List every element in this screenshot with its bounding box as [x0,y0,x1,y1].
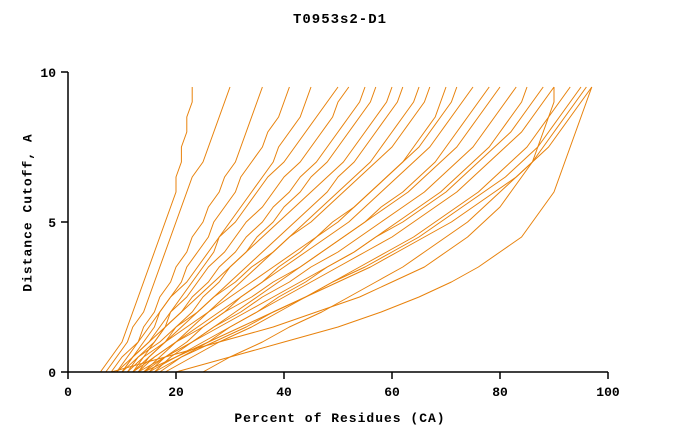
series-line-model-19 [143,86,517,373]
series-line-model-15 [127,86,458,373]
series-line-model-11 [132,86,404,373]
series-line-model-24 [154,86,582,373]
series-lines [99,86,593,373]
y-tick-label: 10 [40,66,56,81]
x-axis-label: Percent of Residues (CA) [234,411,446,426]
x-tick-label: 0 [64,385,72,400]
series-line-model-09 [137,86,377,373]
series-line-model-22 [148,86,555,373]
x-tick-label: 20 [168,385,184,400]
x-tick-label: 100 [596,385,620,400]
series-line-model-25 [143,86,593,373]
series-line-model-28 [202,86,587,373]
series-line-model-12 [143,86,420,373]
x-tick-label: 80 [492,385,508,400]
x-tick-label: 60 [384,385,400,400]
series-line-model-18 [132,86,501,373]
chart-title: T0953s2-D1 [292,12,387,28]
series-line-model-01 [99,87,193,373]
axes: 0 20 40 60 80 100 0 5 10 [40,66,620,400]
series-line-model-27 [111,87,555,373]
series-line-model-07 [121,86,350,373]
series-line-model-10 [116,86,393,373]
x-tick-label: 40 [276,385,292,400]
series-line-model-02 [105,86,231,373]
series-line-model-23 [164,86,571,373]
series-line-model-05 [132,86,312,373]
y-tick-label: 5 [48,216,56,231]
series-line-model-13 [121,86,431,373]
series-line-model-21 [137,86,544,373]
series-line-model-04 [121,86,290,373]
y-tick-label: 0 [48,366,56,381]
series-line-model-03 [116,86,263,373]
series-line-model-26 [175,86,593,373]
series-line-model-17 [154,86,490,373]
series-line-model-06 [110,86,339,373]
series-line-model-16 [137,86,474,373]
